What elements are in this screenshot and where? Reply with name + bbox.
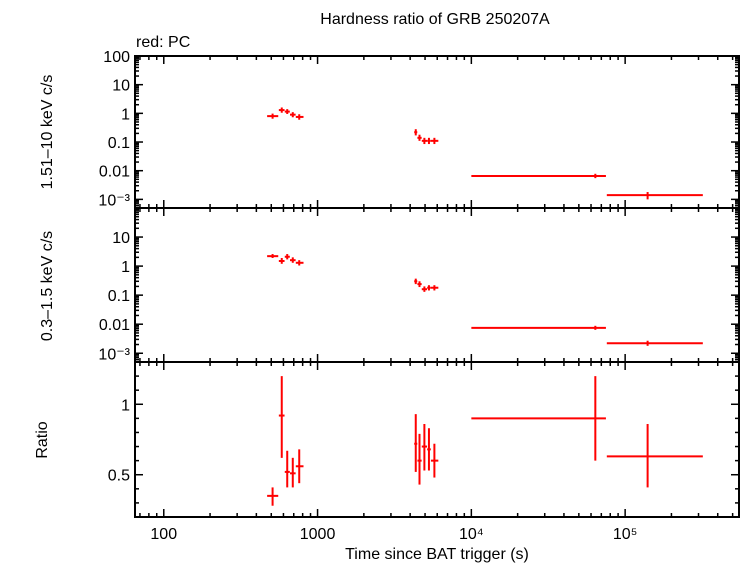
panel-soft: 10 1 0.1 0.01 10⁻³ xyxy=(98,207,740,363)
x-tick-label: 10⁵ xyxy=(613,526,637,543)
data-point xyxy=(606,424,703,488)
panel-soft-frame xyxy=(134,207,740,363)
soft-y-tick-label: 10⁻³ xyxy=(98,346,130,363)
data-point xyxy=(284,109,290,114)
hard-y-tick-label: 10⁻³ xyxy=(98,192,130,209)
data-point xyxy=(427,285,431,291)
data-point xyxy=(284,450,290,488)
data-point xyxy=(295,449,304,484)
data-point xyxy=(421,137,428,145)
hard-y-tick-label: 100 xyxy=(103,49,130,66)
ratio-y-tick-label: 0.5 xyxy=(108,468,130,485)
data-point xyxy=(414,414,418,472)
data-point xyxy=(267,113,279,119)
panel-ratio-ticks: 10.5 xyxy=(108,362,739,517)
data-point xyxy=(290,112,296,118)
hard-y-tick-label: 0.01 xyxy=(99,164,130,181)
x-axis-label: Time since BAT trigger (s) xyxy=(345,546,529,563)
data-point xyxy=(417,433,422,485)
panel-hard-frame xyxy=(134,55,740,209)
data-point xyxy=(414,278,418,285)
data-point xyxy=(267,254,279,259)
data-point xyxy=(417,281,422,288)
panel-hard-ticks: 100 10 1 0.1 0.01 10⁻³ xyxy=(98,49,739,209)
data-point xyxy=(278,107,285,113)
x-axis-ticks: 100 1000 10⁴ 10⁵ xyxy=(150,526,637,543)
panel-ratio: 10.5 xyxy=(108,361,740,518)
data-point xyxy=(295,114,304,120)
x-tick-label: 1000 xyxy=(300,526,336,543)
data-point xyxy=(430,443,439,478)
data-point xyxy=(295,260,304,266)
panel-ratio-data xyxy=(267,376,703,506)
data-point xyxy=(430,285,439,291)
panel-soft-data xyxy=(267,254,703,346)
data-point xyxy=(278,376,285,458)
ratio-y-tick-label: 1 xyxy=(121,397,130,414)
hard-y-tick-label: 1 xyxy=(121,106,130,123)
soft-y-tick-label: 10 xyxy=(112,230,130,247)
ratio-ylabel: Ratio xyxy=(34,421,51,458)
data-point xyxy=(471,325,606,330)
x-tick-label: 100 xyxy=(150,526,177,543)
data-point xyxy=(606,192,703,200)
data-point xyxy=(284,254,290,260)
data-point xyxy=(427,428,431,471)
data-point xyxy=(430,137,439,145)
chart-title: Hardness ratio of GRB 250207A xyxy=(320,11,550,28)
data-point xyxy=(421,424,428,471)
legend-label: red: PC xyxy=(136,34,190,51)
data-point xyxy=(414,129,418,136)
data-point xyxy=(267,487,279,506)
data-point xyxy=(421,286,428,292)
data-point xyxy=(417,134,422,141)
panel-hard-data xyxy=(267,107,703,200)
x-tick-label: 10⁴ xyxy=(459,526,484,543)
hard-ylabel: 1.51–10 keV c/s xyxy=(39,75,56,190)
soft-ylabel: 0.3–1.5 keV c/s xyxy=(39,231,56,341)
data-point xyxy=(290,457,296,488)
data-point xyxy=(471,173,606,179)
panel-soft-ticks: 10 1 0.1 0.01 10⁻³ xyxy=(98,207,739,363)
panel-hard: 100 10 1 0.1 0.01 10⁻³ xyxy=(98,49,740,209)
data-point xyxy=(427,137,431,145)
soft-y-tick-label: 0.01 xyxy=(99,317,130,334)
soft-y-tick-label: 1 xyxy=(121,259,130,276)
data-point xyxy=(290,257,296,263)
data-point xyxy=(471,376,606,461)
soft-y-tick-label: 0.1 xyxy=(108,288,130,305)
data-point xyxy=(606,340,703,346)
data-point xyxy=(278,258,285,264)
hard-y-tick-label: 0.1 xyxy=(108,135,130,152)
hard-y-tick-label: 10 xyxy=(112,78,130,95)
